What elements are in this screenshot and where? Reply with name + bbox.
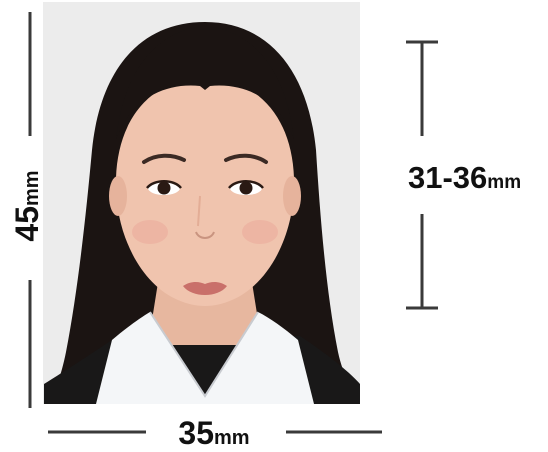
width-value: 35	[178, 415, 214, 451]
width-unit: mm	[214, 427, 250, 449]
height-label: 45mm	[9, 170, 45, 241]
height-dimension: 45mm	[9, 12, 45, 408]
left-eyebrow	[142, 153, 186, 164]
left-ear	[109, 176, 127, 216]
head-height-unit: mm	[487, 172, 521, 193]
height-value: 45	[9, 206, 45, 242]
nose-bridge	[197, 195, 201, 227]
portrait-photo	[43, 2, 360, 404]
right-ear	[283, 176, 301, 216]
right-cheek	[242, 220, 278, 244]
left-cheek	[132, 220, 168, 244]
width-dimension: 35mm	[48, 415, 382, 451]
right-iris	[239, 181, 253, 195]
head-height-label: 31-36mm	[408, 160, 521, 195]
nose	[195, 231, 215, 239]
height-unit: mm	[21, 170, 43, 206]
left-eyelid	[146, 180, 182, 189]
left-iris	[157, 181, 171, 195]
right-eyelid	[228, 180, 264, 189]
head-height-dimension: 31-36mm	[406, 40, 521, 310]
head-height-value: 31-36	[408, 160, 487, 195]
lips	[183, 282, 227, 295]
collar-fold	[149, 311, 259, 398]
shirt-collar	[96, 312, 314, 404]
right-eyebrow	[224, 153, 268, 164]
width-label: 35mm	[178, 415, 249, 451]
hair-fringe	[116, 26, 294, 140]
face	[115, 78, 295, 306]
